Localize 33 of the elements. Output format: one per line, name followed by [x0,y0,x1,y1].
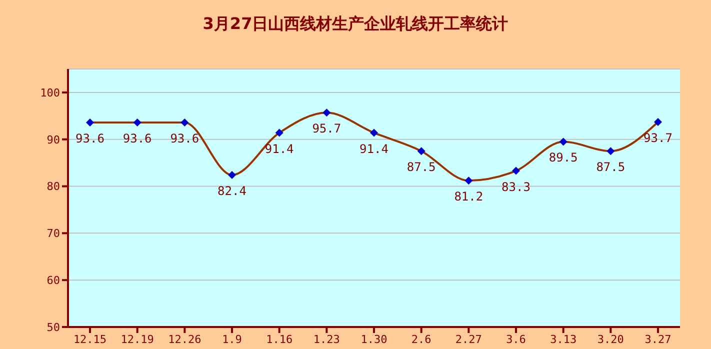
y-tick-label: 80 [46,180,60,194]
data-label: 93.7 [644,131,672,146]
x-tick-label: 12.26 [168,332,202,346]
x-tick-label: 2.27 [455,332,482,346]
data-label: 91.4 [360,142,388,156]
x-tick-label: 3.13 [550,332,577,346]
y-tick-label: 90 [46,133,60,146]
data-label: 82.4 [218,184,246,198]
y-tick-label: 100 [40,86,60,100]
data-label: 83.3 [502,180,530,194]
x-tick-label: 3.27 [644,332,672,346]
x-tick-label: 3.20 [597,332,624,346]
chart-title: 3月27日山西线材生产企业轧线开工率统计 [202,14,510,35]
x-tick-label: 2.6 [411,332,432,346]
x-tick-label: 3.6 [506,332,526,346]
data-label: 81.2 [454,190,484,204]
data-label: 87.5 [596,160,626,174]
x-tick-label: 1.16 [266,332,293,346]
data-label: 93.6 [122,131,152,146]
x-tick-label: 1.9 [222,332,242,346]
data-label: 93.6 [170,131,200,146]
x-tick-label: 12.15 [73,332,107,346]
data-label: 89.5 [548,150,578,165]
x-tick-label: 1.23 [313,332,340,346]
data-label: 87.5 [406,160,436,174]
x-tick-label: 1.30 [360,332,388,346]
data-label: 93.6 [76,131,104,146]
y-tick-label: 60 [46,274,60,287]
data-label: 91.4 [264,142,294,156]
y-tick-label: 50 [46,320,60,334]
y-tick-label: 70 [46,227,60,240]
x-tick-label: 12.19 [120,332,154,346]
data-label: 95.7 [312,122,342,136]
